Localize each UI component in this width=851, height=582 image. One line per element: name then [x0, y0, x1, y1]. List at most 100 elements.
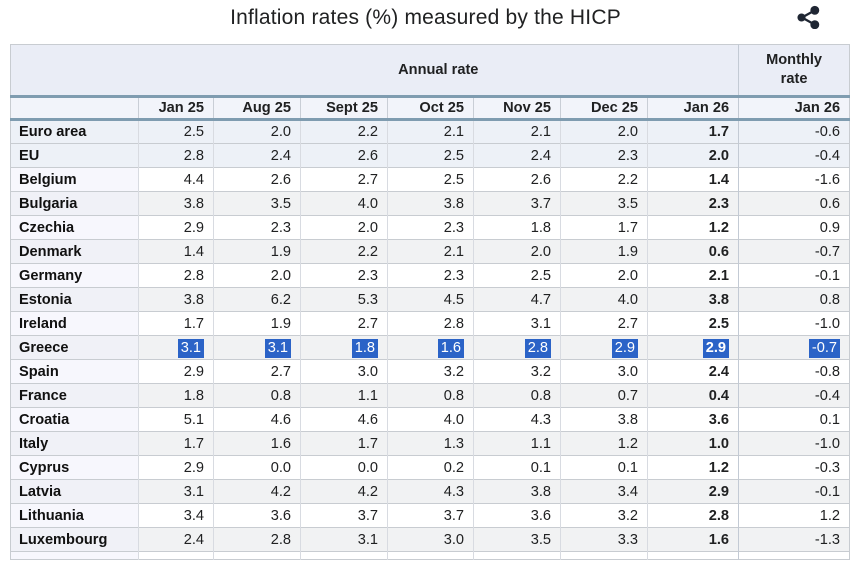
inflation-table-container: Annual rate Monthly rate Jan 25 Aug 25 S…	[10, 44, 851, 560]
corner-blank-cell	[10, 44, 139, 98]
row-header-ireland: Ireland	[10, 311, 139, 336]
cell-annual: 0.1	[473, 455, 561, 480]
cell-annual: 3.8	[560, 407, 648, 432]
cell-monthly: -0.8	[738, 359, 850, 384]
cell-annual: 2.8	[387, 311, 474, 336]
cell-annual: 2.0	[646, 143, 739, 168]
table-row: Greece 3.1 3.1 1.8 1.6 2.8 2.9 2.9 -0.7	[10, 335, 850, 360]
cell-annual: 3.1	[138, 479, 214, 504]
cell-annual: 2.4	[213, 143, 301, 168]
selected-value: 1.6	[437, 338, 464, 358]
cell-annual: 1.9	[213, 311, 301, 336]
cell-annual: 0.1	[560, 455, 648, 480]
selected-value: 3.1	[177, 338, 204, 358]
cell-monthly: -1.0	[738, 311, 850, 336]
cell-monthly: -0.6	[738, 119, 850, 144]
cell-annual: 4.5	[387, 287, 474, 312]
cell-monthly: 0.9	[738, 215, 850, 240]
row-header-germany: Germany	[10, 263, 139, 288]
share-icon	[796, 5, 820, 32]
cell-annual: 2.0	[213, 263, 301, 288]
cell-annual: 2.1	[387, 239, 474, 264]
cell-annual: 3.2	[387, 359, 474, 384]
share-button[interactable]	[796, 5, 820, 32]
table-row: Cyprus 2.9 0.0 0.0 0.2 0.1 0.1 1.2 -0.3	[10, 455, 850, 480]
cell-annual: 2.5	[387, 167, 474, 192]
cell-annual: 1.7	[560, 215, 648, 240]
cell-annual: 0.8	[387, 383, 474, 408]
cell-annual: 3.6	[213, 503, 301, 528]
cell-annual: 4.3	[473, 407, 561, 432]
table-row: Estonia 3.8 6.2 5.3 4.5 4.7 4.0 3.8 0.8	[10, 287, 850, 312]
cell-annual: 2.6	[473, 167, 561, 192]
cell-annual: 1.7	[138, 431, 214, 456]
table-row: Ireland 1.7 1.9 2.7 2.8 3.1 2.7 2.5 -1.0	[10, 311, 850, 336]
cell-monthly: -0.4	[738, 383, 850, 408]
cell-monthly: -0.1	[738, 263, 850, 288]
cell-annual: 5.3	[300, 287, 388, 312]
cell-annual: 4.6	[213, 407, 301, 432]
cell-partial	[387, 551, 474, 560]
cell-annual: 1.6	[646, 527, 739, 552]
cell-annual: 4.0	[560, 287, 648, 312]
cell-annual: 2.9	[646, 479, 739, 504]
cell-annual: 1.0	[646, 431, 739, 456]
cell-annual: 2.8	[138, 263, 214, 288]
cell-annual: 2.4	[138, 527, 214, 552]
col-header-sept25: Sept 25	[300, 96, 388, 121]
row-header-czechia: Czechia	[10, 215, 139, 240]
cell-annual: 3.4	[138, 503, 214, 528]
cell-annual: 3.4	[560, 479, 648, 504]
selected-value: -0.7	[808, 338, 841, 358]
table-row: Germany 2.8 2.0 2.3 2.3 2.5 2.0 2.1 -0.1	[10, 263, 850, 288]
cell-annual: 4.4	[138, 167, 214, 192]
cell-monthly: 0.8	[738, 287, 850, 312]
cell-partial	[213, 551, 301, 560]
cell-annual: 3.8	[387, 191, 474, 216]
cell-partial	[138, 551, 214, 560]
cell-annual: 2.0	[560, 263, 648, 288]
cell-annual: 2.3	[387, 215, 474, 240]
months-header-row: Jan 25 Aug 25 Sept 25 Oct 25 Nov 25 Dec …	[10, 96, 850, 121]
cell-annual: 1.4	[138, 239, 214, 264]
cell-annual: 5.1	[138, 407, 214, 432]
selected-value: 1.8	[351, 338, 378, 358]
cell-annual: 3.5	[560, 191, 648, 216]
cell-monthly: 1.2	[738, 503, 850, 528]
group-header-row: Annual rate Monthly rate	[10, 44, 850, 98]
cell-annual: 2.7	[300, 311, 388, 336]
table-row: Italy 1.7 1.6 1.7 1.3 1.1 1.2 1.0 -1.0	[10, 431, 850, 456]
cell-annual: 3.2	[560, 503, 648, 528]
col-header-aug25: Aug 25	[213, 96, 301, 121]
title-bar: Inflation rates (%) measured by the HICP	[0, 0, 851, 40]
row-header-spain: Spain	[10, 359, 139, 384]
cell-annual: 2.3	[300, 263, 388, 288]
cell-annual: 1.2	[560, 431, 648, 456]
table-row-partial	[10, 551, 850, 560]
cell-annual: 2.1	[473, 119, 561, 144]
cell-annual: 2.9	[138, 359, 214, 384]
cell-annual: 3.1	[300, 527, 388, 552]
row-header-belgium: Belgium	[10, 167, 139, 192]
cell-annual: 1.1	[473, 431, 561, 456]
cell-annual: 3.0	[387, 527, 474, 552]
cell-annual: 3.8	[138, 287, 214, 312]
row-header-croatia: Croatia	[10, 407, 139, 432]
cell-annual: 2.0	[560, 119, 648, 144]
cell-annual: 0.6	[646, 239, 739, 264]
row-header-france: France	[10, 383, 139, 408]
table-row: France 1.8 0.8 1.1 0.8 0.8 0.7 0.4 -0.4	[10, 383, 850, 408]
cell-annual: 2.2	[300, 119, 388, 144]
selected-value: 2.8	[524, 338, 551, 358]
row-header-euro-area: Euro area	[10, 119, 139, 144]
cell-monthly: 0.6	[738, 191, 850, 216]
cell-annual: 2.7	[560, 311, 648, 336]
cell-annual: 2.3	[560, 143, 648, 168]
cell-annual: 2.8	[646, 503, 739, 528]
cell-annual: 4.2	[300, 479, 388, 504]
cell-annual: 4.7	[473, 287, 561, 312]
row-header-latvia: Latvia	[10, 479, 139, 504]
cell-annual: 3.6	[646, 407, 739, 432]
cell-annual: 3.5	[213, 191, 301, 216]
cell-annual: 2.5	[387, 143, 474, 168]
